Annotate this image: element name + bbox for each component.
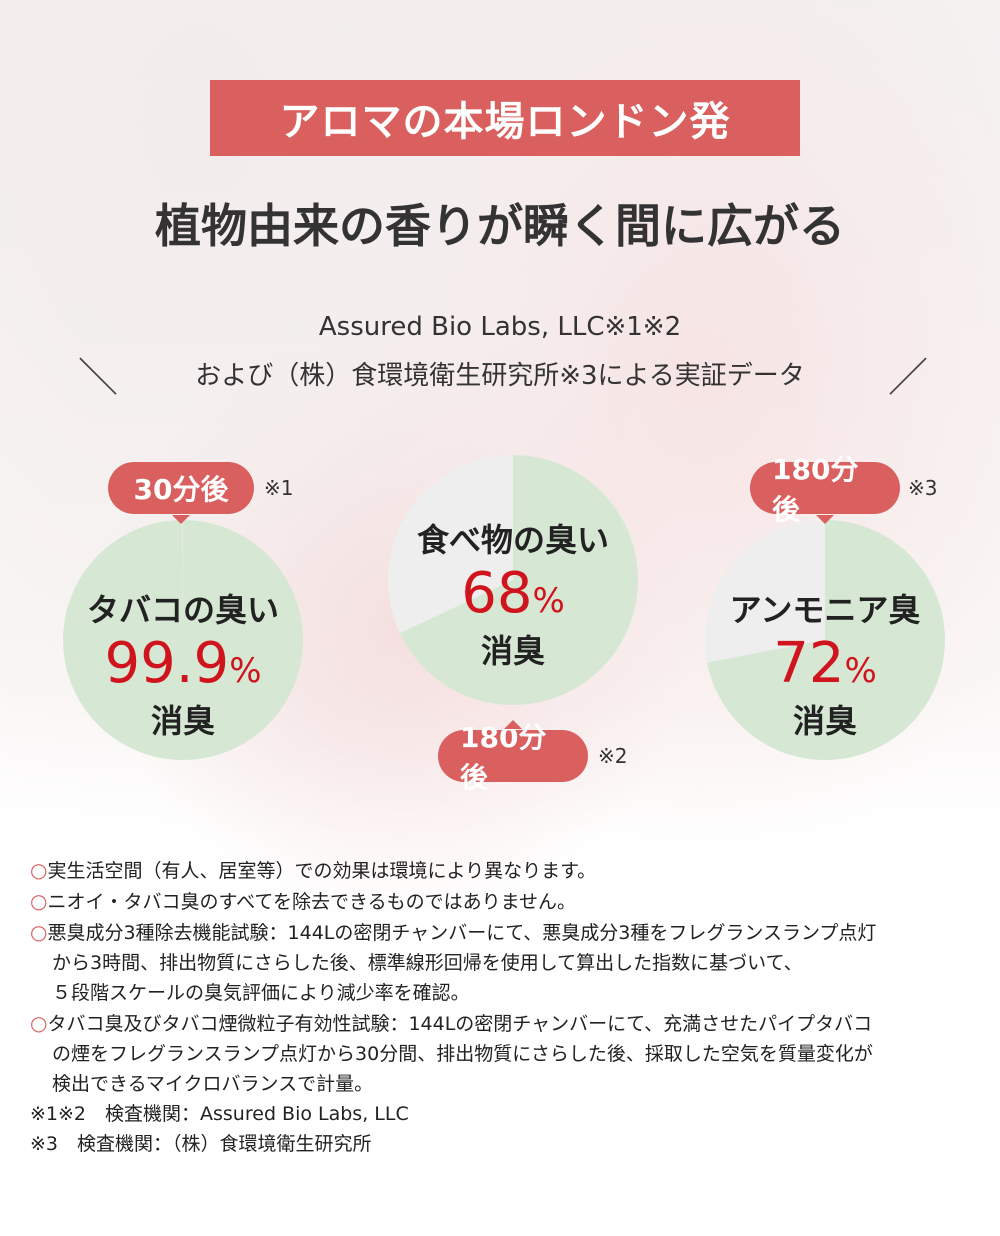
- footnote-line: ○タバコ臭及びタバコ煙微粒子有効性試験：144Lの密閉チャンバーにて、充満させた…: [30, 1011, 873, 1035]
- pie-suffix: 消臭: [150, 702, 215, 740]
- footnote-ref: ※1: [264, 476, 294, 500]
- footnote-line: ○悪臭成分3種除去機能試験：144Lの密閉チャンバーにて、悪臭成分3種をフレグラ…: [30, 920, 877, 944]
- pie-suffix: 消臭: [792, 702, 857, 740]
- slash-left: ＼: [78, 355, 118, 401]
- bullet-circle-icon: ○: [30, 858, 48, 882]
- footnote-line: 検出できるマイクロバランスで計量。: [52, 1073, 374, 1095]
- footnote-ref: ※3: [908, 476, 938, 500]
- pie-slice: [399, 455, 638, 705]
- time-tag: 180分後: [750, 453, 900, 526]
- pie-percent: 99.9%: [104, 631, 262, 696]
- subtitle-data: および（株）食環境衛生研究所※3による実証データ: [195, 361, 805, 391]
- bullet-circle-icon: ○: [30, 1011, 48, 1035]
- page-title: 植物由来の香りが瞬く間に広がる: [155, 199, 845, 253]
- pie-suffix: 消臭: [480, 632, 545, 670]
- footnote-line: ○実生活空間（有人、居室等）での効果は環境により異なります。: [30, 858, 597, 882]
- footnote-line: ５段階スケールの臭気評価により減少率を確認。: [52, 982, 470, 1004]
- bullet-circle-icon: ○: [30, 920, 48, 944]
- footnote-line: から3時間、排出物質にさらした後、標準線形回帰を使用して算出した指数に基づいて、: [52, 952, 803, 974]
- subtitle-labs: Assured Bio Labs, LLC※1※2: [318, 312, 682, 342]
- pie-percent: 68%: [461, 561, 565, 626]
- footnotes: ○実生活空間（有人、居室等）での効果は環境により異なります。 ○ニオイ・タバコ臭の…: [30, 855, 970, 1159]
- time-tag: 30分後: [108, 462, 254, 524]
- time-tag: 180分後: [438, 720, 588, 794]
- footnote-line: ○ニオイ・タバコ臭のすべてを除去できるものではありません。: [30, 889, 577, 913]
- bullet-circle-icon: ○: [30, 889, 48, 913]
- pie-label: アンモニア臭: [729, 591, 921, 629]
- pie-label: 食べ物の臭い: [416, 521, 609, 559]
- pie-percent: 72%: [773, 631, 877, 696]
- headline-banner: アロマの本場ロンドン発: [210, 80, 800, 156]
- pie-slice: [707, 520, 945, 760]
- pie-label: タバコの臭い: [86, 591, 279, 629]
- slash-right: ／: [888, 355, 928, 401]
- footnote-ref: ※2: [598, 744, 628, 768]
- footnote-line: の煙をフレグランスランプ点灯から30分間、排出物質にさらした後、採取した空気を質…: [52, 1043, 873, 1065]
- testing-org: ※1※2 検査機関：Assured Bio Labs, LLC: [30, 1103, 409, 1125]
- pie-charts: [63, 455, 945, 760]
- pie-slice: [63, 520, 304, 760]
- testing-org: ※3 検査機関：（株）食環境衛生研究所: [30, 1133, 372, 1155]
